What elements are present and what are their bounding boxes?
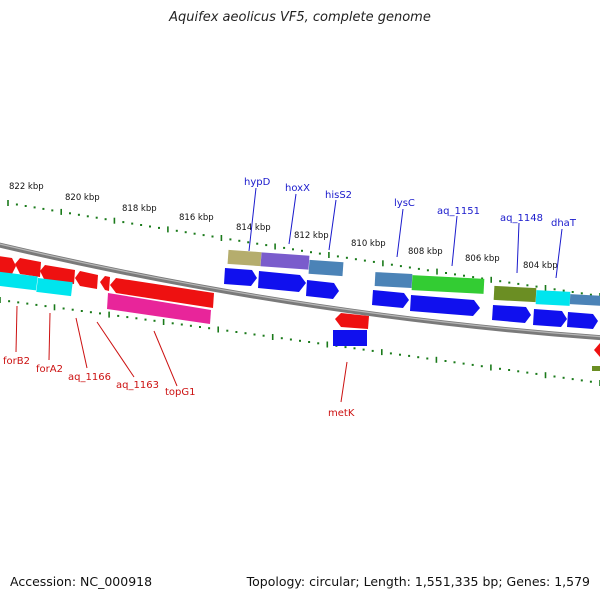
gene-label: metK [328,408,355,419]
gene-arrow [15,258,41,277]
scale-labels: 822 kbp 820 kbp 818 kbp 816 kbp 814 kbp … [9,182,558,271]
scale-label: 804 kbp [523,261,558,271]
forward-strand-features [224,249,600,329]
gene-segment [107,293,211,324]
accession-text: Accession: NC_000918 [10,574,153,589]
scale-label: 806 kbp [465,254,500,264]
gene-arrow [100,276,110,291]
inner-tick-track [0,297,600,386]
reverse-strand-features [0,256,600,371]
scale-label: 816 kbp [179,213,214,223]
cds-arrow [492,305,531,323]
bottom-label-leaders [15,305,348,403]
scale-label: 814 kbp [236,223,271,233]
gene-label: forA2 [36,364,63,375]
scale-label: 822 kbp [9,182,44,192]
gene-segment [260,252,310,270]
gene-segment [493,285,537,303]
gene-segment [535,290,571,306]
gene-label: topG1 [165,387,196,398]
cds-arrow [372,290,409,308]
scale-label: 808 kbp [408,247,443,257]
gene-arrow [335,313,369,329]
gene-label: aq_1163 [116,380,159,391]
cds-arrow [306,280,339,299]
gene-segment [569,294,600,306]
cds-arrow [410,295,480,316]
bottom-gene-labels: forB2 forA2 aq_1166 aq_1163 topG1 metK [3,356,355,419]
gene-arrow [0,256,16,274]
cds-arrow [224,268,257,286]
gene-segment [227,249,262,267]
gene-segment [411,275,485,294]
gene-label: aq_1151 [437,206,480,217]
gene-arrow [110,278,214,308]
cds-arrow [258,271,306,292]
cds-arrow [533,309,567,327]
genome-backbone [0,242,600,341]
gene-segment [374,272,413,288]
gene-segment [308,259,344,277]
scale-label: 818 kbp [122,204,157,214]
gene-segment [0,271,38,291]
gene-label: aq_1148 [500,213,543,224]
gene-label: hisS2 [325,190,352,201]
gene-arrow [40,265,75,284]
gene-segment [592,366,600,371]
map-title: Aquifex aeolicus VF5, complete genome [169,10,431,25]
genome-backbone-highlight [0,243,600,338]
gene-label: forB2 [3,356,30,367]
gene-label: lysC [394,198,415,209]
top-label-leaders [248,187,563,279]
gene-arrow [75,271,98,289]
gene-label: aq_1166 [68,372,111,383]
gene-label: dhaT [551,218,577,229]
gene-segment [333,330,367,346]
scale-label: 820 kbp [65,193,100,203]
gene-segment [36,277,73,297]
gene-label: hypD [244,177,271,188]
genome-info-text: Topology: circular; Length: 1,551,335 bp… [246,574,590,589]
top-gene-labels: hypD hoxX hisS2 lysC aq_1151 aq_1148 dha… [244,177,577,229]
gene-label: hoxX [285,183,310,194]
gene-arrow [594,343,600,357]
outer-tick-track [7,200,600,299]
scale-label: 812 kbp [294,231,329,241]
cds-arrow [567,312,598,329]
scale-label: 810 kbp [351,239,386,249]
